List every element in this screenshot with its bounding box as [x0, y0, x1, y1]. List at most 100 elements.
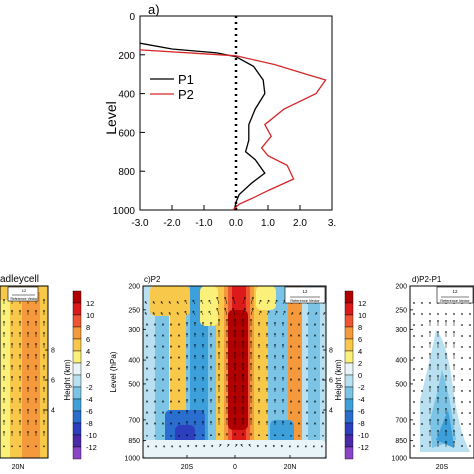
series-p1-line: [139, 42, 266, 211]
wind-vector-head: [161, 388, 165, 392]
wind-vector-head: [249, 340, 253, 343]
wind-vector-head: [452, 363, 456, 366]
wind-vector-head: [34, 353, 38, 356]
wind-vector-head: [26, 444, 30, 448]
wind-vector-head: [273, 365, 277, 368]
wind-vector-head: [452, 352, 456, 355]
wind-vector-head: [169, 410, 173, 414]
colorbar-label: -2: [358, 383, 365, 392]
wind-vector-head: [321, 322, 325, 326]
wind-vector-head: [468, 345, 472, 348]
wind-vector-head: [444, 385, 448, 388]
wind-vector-head: [201, 332, 205, 335]
wind-vector-head: [42, 408, 46, 411]
panel-c-reference-vector: 12 Reference Vector: [284, 286, 326, 304]
wind-vector-head: [444, 330, 448, 333]
colorbar-swatch: [72, 434, 82, 448]
wind-vector-head: [18, 444, 22, 448]
wind-vector-head: [42, 320, 46, 323]
colorbar-label: -12: [86, 443, 97, 452]
wind-vector-head: [145, 366, 149, 370]
wind-vector-head: [209, 354, 213, 357]
colorbar-swatch: [344, 302, 354, 316]
wind-vector-head: [428, 319, 432, 322]
wind-vector-head: [248, 443, 251, 447]
colorbar-label: -4: [358, 395, 365, 404]
wind-vector-head: [161, 366, 165, 370]
wind-vector: [184, 310, 188, 316]
wind-vector: [322, 312, 326, 316]
wind-vector-head: [281, 409, 285, 412]
wind-vector-head: [460, 400, 464, 403]
field-band: [216, 286, 224, 458]
wind-vector-head: [460, 323, 464, 326]
wind-vector: [218, 444, 222, 448]
wind-vector-head: [155, 445, 158, 448]
y-tick-label: 600: [118, 128, 135, 139]
wind-vector-head: [321, 434, 325, 437]
wind-vector: [176, 301, 180, 305]
colorbar-left: 12 10 8 6 4 2 0 -2 -4 -6 -8 -10 -12: [72, 290, 97, 460]
wind-vector-head: [171, 445, 174, 448]
wind-vector-head: [217, 406, 221, 409]
level-tick-label: 300: [395, 327, 407, 334]
profile-chart: a) Level 0 200 400 600 800 1000 -3.0 -2.0 -1.0 0…: [103, 2, 336, 229]
wind-vector-head: [34, 397, 38, 400]
wind-vector-head: [259, 310, 262, 313]
wind-vector-head: [217, 373, 221, 376]
wind-vector-head: [26, 342, 30, 345]
wind-vector-head: [299, 312, 302, 315]
wind-vector-head: [468, 378, 472, 381]
wind-vector-head: [257, 398, 261, 401]
wind-vector-head: [436, 363, 440, 366]
wind-vector-head: [34, 342, 38, 345]
wind-vector-head: [259, 299, 262, 302]
x-tick-label: 3.: [328, 218, 336, 229]
wind-vector-head: [168, 312, 171, 315]
wind-vector-head: [249, 406, 253, 409]
wind-vector-head: [225, 406, 229, 409]
wind-vector: [224, 307, 228, 316]
colorbar-label: -6: [358, 407, 365, 416]
wind-vector-head: [289, 333, 293, 337]
ref-label: Reference Vector: [440, 299, 470, 303]
wind-vector-head: [420, 345, 424, 348]
x-tick-label: 20N: [284, 464, 297, 471]
level-tick-label: 250: [395, 307, 407, 314]
panel-b-height-label: Height (km): [63, 359, 72, 401]
wind-vector-head: [249, 329, 253, 332]
colorbar-label: -6: [86, 407, 93, 416]
wind-vector-head: [420, 400, 424, 403]
colorbar-swatch: [72, 422, 82, 436]
wind-vector-head: [193, 398, 197, 401]
wind-vector: [152, 312, 156, 316]
wind-vector-head: [452, 330, 456, 333]
wind-vector-head: [428, 312, 432, 315]
wind-vector-head: [444, 418, 448, 421]
wind-vector: [232, 307, 236, 316]
wind-vector-head: [249, 432, 253, 435]
wind-vector: [240, 444, 244, 448]
wind-vector-head: [193, 365, 197, 368]
wind-vector-head: [412, 334, 416, 337]
wind-vector: [306, 312, 310, 316]
wind-vector-head: [452, 440, 456, 443]
wind-vector-head: [203, 445, 206, 448]
wind-vector-head: [211, 445, 214, 448]
field-band: [254, 286, 268, 458]
wind-vector-head: [420, 422, 424, 425]
wind-vector-head: [436, 396, 440, 399]
level-tick-label: 300: [128, 327, 140, 334]
wind-vector-head: [34, 375, 38, 378]
wind-vector-head: [321, 366, 325, 370]
wind-vector-head: [436, 385, 440, 388]
wind-vector-head: [185, 332, 189, 335]
level-tick-label: 1000: [124, 456, 140, 463]
wind-vector-head: [281, 332, 285, 335]
wind-vector-head: [42, 298, 46, 301]
y-tick-label: 800: [118, 167, 135, 178]
wind-vector-head: [145, 344, 149, 348]
wind-vector-head: [265, 433, 269, 437]
wind-vector-head: [420, 356, 424, 359]
wind-vector-head: [10, 419, 14, 422]
